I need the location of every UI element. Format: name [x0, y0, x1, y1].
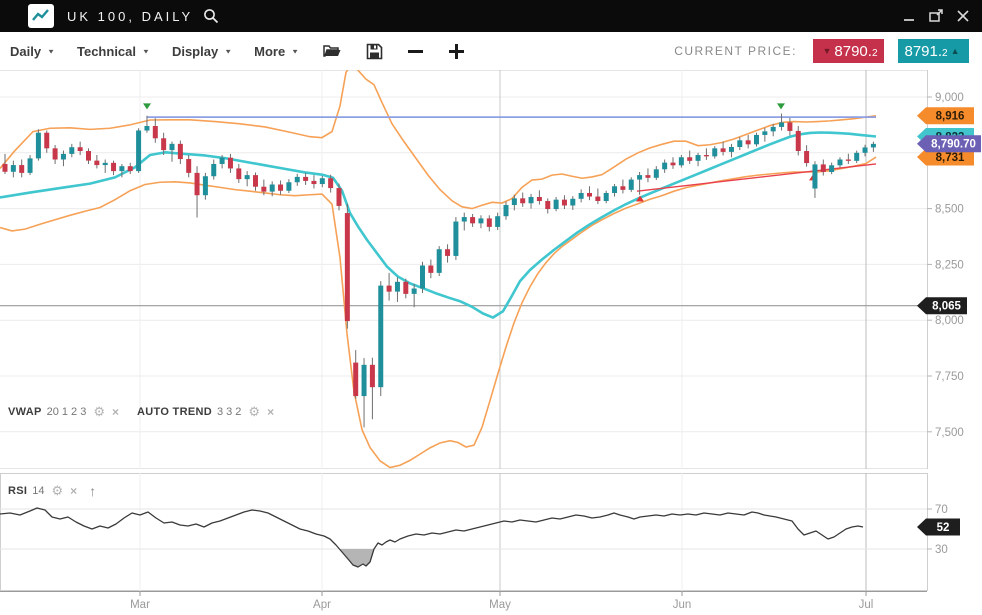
- price-badge-8731: [917, 148, 974, 166]
- rsi-value-badge: [917, 518, 960, 536]
- auto-trend-label: AUTO TREND: [137, 406, 212, 418]
- buy-price-frac: 2: [942, 47, 948, 59]
- chevron-down-icon: ▼: [47, 47, 55, 55]
- bollinger-lower-band: [0, 156, 877, 469]
- arrow-up-icon: ▲: [950, 46, 960, 56]
- auto-trend-remove-icon[interactable]: ×: [267, 405, 275, 419]
- svg-text:8,250: 8,250: [935, 259, 964, 271]
- zoom-out-icon[interactable]: [407, 43, 424, 60]
- chevron-down-icon: ▼: [142, 47, 150, 55]
- rsi-line: [0, 507, 864, 568]
- vwap-label: VWAP: [8, 406, 42, 418]
- plot-graphics: [0, 70, 927, 469]
- buy-price-button[interactable]: 8791. 2 ▲: [898, 39, 969, 63]
- chart-logo-icon: [28, 4, 54, 28]
- chevron-down-icon: ▼: [224, 47, 233, 55]
- auto-trend-params: 3 3 2: [216, 406, 242, 418]
- price-badge-8065: [917, 297, 967, 315]
- window-controls: [900, 7, 972, 25]
- menu-display[interactable]: Display ▼: [172, 44, 232, 59]
- auto-trend-settings-gear-icon[interactable]: ⚙: [248, 404, 261, 419]
- close-button[interactable]: [954, 7, 972, 25]
- rsi-legend-row: RSI 14 ⚙ × ↑: [8, 483, 96, 499]
- menu-display-label: Display: [171, 43, 219, 59]
- toolbar: Daily ▼ Technical ▼ Display ▼ More ▼: [0, 32, 982, 70]
- sell-price-frac: 2: [871, 47, 878, 59]
- svg-text:7,500: 7,500: [935, 427, 964, 439]
- menu-technical-label: Technical: [77, 43, 137, 59]
- svg-text:8,500: 8,500: [935, 204, 964, 216]
- minimize-button[interactable]: [900, 7, 918, 25]
- bollinger-upper-band: [0, 70, 877, 210]
- rsi-chart[interactable]: 70 30 52 Mar Apr May Jun Jul: [0, 470, 982, 615]
- svg-text:30: 30: [935, 544, 948, 556]
- sell-price-int: 8790.: [834, 42, 872, 60]
- svg-text:9,000: 9,000: [935, 92, 964, 104]
- search-icon[interactable]: [203, 8, 219, 24]
- chart-line-glyph: [32, 9, 49, 21]
- menu-daily-label: Daily: [10, 43, 42, 59]
- arrow-down-icon: ▼: [822, 46, 832, 56]
- current-price-group: CURRENT PRICE: ▼ 8790. 2 8791. 2 ▲: [674, 39, 969, 63]
- svg-text:8,790.70: 8,790.70: [931, 139, 976, 151]
- buy-price-int: 8791.: [904, 42, 943, 60]
- vwap-remove-icon[interactable]: ×: [112, 405, 120, 419]
- rsi-params: 14: [32, 485, 45, 497]
- vwap-settings-gear-icon[interactable]: ⚙: [93, 404, 106, 419]
- svg-text:52: 52: [937, 522, 950, 534]
- svg-text:8,731: 8,731: [936, 152, 965, 164]
- current-price-label: CURRENT PRICE:: [674, 44, 797, 58]
- price-badge-879070: [917, 135, 981, 153]
- rsi-label: RSI: [8, 485, 28, 497]
- rsi-oversold-fill: [339, 549, 374, 567]
- zoom-in-icon[interactable]: [448, 43, 465, 60]
- svg-text:8,916: 8,916: [936, 111, 965, 123]
- menu-technical[interactable]: Technical ▼: [77, 44, 150, 59]
- svg-text:8,000: 8,000: [935, 315, 964, 327]
- time-axis-label-May: May: [489, 599, 511, 611]
- chevron-down-icon: ▼: [291, 47, 300, 55]
- price-badge-8916: [917, 107, 974, 125]
- open-folder-icon[interactable]: [323, 43, 342, 59]
- sell-price-button[interactable]: ▼ 8790. 2: [813, 39, 884, 63]
- save-icon[interactable]: [366, 43, 383, 60]
- price-axis-labels: 9,000 8,500 8,250 8,000 7,750 7,500: [927, 92, 964, 439]
- indicator-legend-row: VWAP 20 1 2 3 ⚙ × AUTO TREND 3 3 2 ⚙ ×: [8, 404, 274, 420]
- svg-text:7,750: 7,750: [935, 371, 964, 383]
- time-axis-label-Jul: Jul: [859, 599, 874, 611]
- vwap-params: 20 1 2 3: [46, 406, 87, 418]
- popout-button[interactable]: [927, 7, 945, 25]
- buy-signal-marker: [636, 195, 644, 202]
- time-axis-label-Jun: Jun: [673, 599, 692, 611]
- menu-daily[interactable]: Daily ▼: [10, 44, 55, 59]
- chart-area: 9,0008,5008,2508,0007,7507,5008,9168,823…: [0, 70, 982, 615]
- candles: [2, 113, 876, 428]
- time-axis-label-Mar: Mar: [130, 599, 150, 611]
- menu-more-label: More: [254, 43, 286, 59]
- rsi-settings-gear-icon[interactable]: ⚙: [51, 483, 64, 498]
- auto-trend-support-line: [636, 163, 877, 192]
- symbol-title: UK 100, DAILY: [67, 8, 194, 24]
- main-price-chart[interactable]: 9,0008,5008,2508,0007,7507,5008,9168,823…: [0, 70, 982, 470]
- svg-text:70: 70: [935, 504, 948, 516]
- rsi-move-up-icon[interactable]: ↑: [89, 483, 97, 499]
- title-bar: UK 100, DAILY: [0, 0, 982, 32]
- rsi-remove-icon[interactable]: ×: [70, 484, 78, 498]
- time-axis-label-Apr: Apr: [313, 599, 331, 611]
- menu-more[interactable]: More ▼: [254, 44, 299, 59]
- horizontal-gridlines: [0, 96, 927, 433]
- sell-signal-marker: [143, 103, 151, 110]
- svg-text:8,065: 8,065: [932, 301, 961, 313]
- vwap-line: [0, 131, 877, 319]
- sell-signal-marker: [777, 103, 785, 110]
